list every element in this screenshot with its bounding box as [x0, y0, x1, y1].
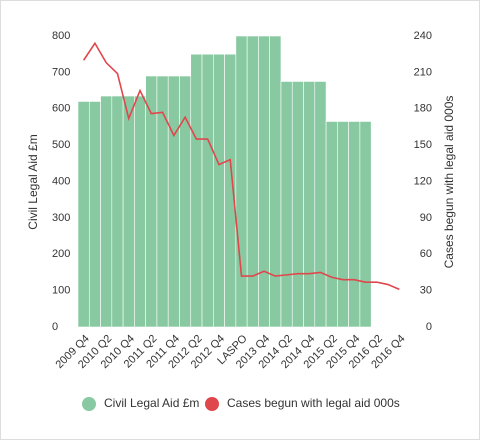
bar: [235, 35, 248, 328]
bar: [314, 81, 327, 328]
bar: [122, 95, 135, 328]
bar: [325, 121, 338, 328]
bar: [77, 101, 90, 328]
y-tick-label: 100: [52, 285, 70, 297]
legend-swatch: [205, 397, 219, 411]
bar: [258, 35, 270, 328]
y2-tick-label: 60: [420, 248, 432, 260]
y2-tick-label: 240: [414, 30, 432, 42]
bar: [291, 81, 304, 328]
y-tick-label: 300: [52, 212, 70, 224]
y-axis-label: Civil Legal Aid £m: [26, 134, 40, 229]
bar: [213, 53, 225, 328]
bar: [337, 121, 349, 328]
y-tick-label: 700: [52, 66, 70, 78]
legend-label: Civil Legal Aid £m: [104, 396, 199, 410]
y-tick-label: 400: [52, 175, 70, 187]
y2-tick-label: 150: [414, 139, 432, 151]
bar: [246, 35, 259, 328]
y-tick-label: 800: [52, 30, 70, 42]
y-tick-label: 200: [52, 248, 70, 260]
legend-swatch: [82, 397, 96, 411]
y-tick-label: 0: [52, 321, 58, 333]
bar: [269, 35, 282, 328]
line: [82, 41, 400, 291]
bar: [348, 121, 361, 328]
bar: [201, 53, 214, 328]
y2-tick-label: 0: [426, 321, 432, 333]
bar: [179, 75, 192, 328]
y-tick-label: 500: [52, 139, 70, 151]
bar: [88, 101, 101, 328]
bar: [280, 81, 293, 328]
bar: [111, 95, 124, 328]
y2-tick-label: 30: [420, 285, 432, 297]
y2-tick-label: 180: [414, 103, 432, 115]
bar: [190, 53, 203, 328]
bar: [224, 53, 237, 328]
bar: [167, 75, 180, 328]
bar: [134, 95, 146, 328]
bar: [303, 81, 316, 328]
y2-tick-label: 120: [414, 175, 432, 187]
bar: [359, 121, 372, 328]
y-tick-label: 600: [52, 103, 70, 115]
y2-axis-label: Cases begun with legal aid 000s: [442, 96, 456, 269]
y2-tick-label: 210: [414, 66, 432, 78]
y2-tick-label: 90: [420, 212, 432, 224]
bar: [100, 95, 113, 328]
legend-label: Cases begun with legal aid 000s: [227, 396, 400, 410]
